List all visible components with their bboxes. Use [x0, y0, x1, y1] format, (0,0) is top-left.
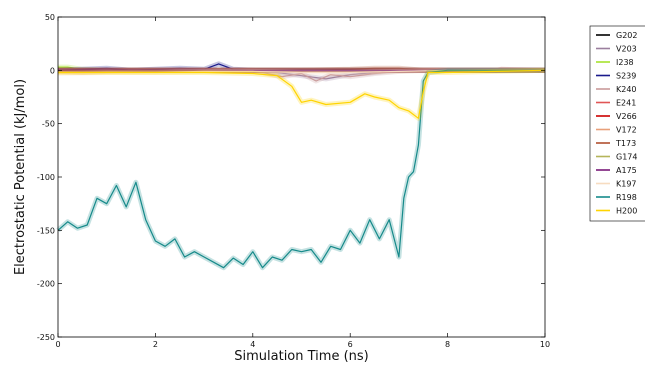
legend-label-e241: E241 [616, 99, 636, 108]
legend-label-v203: V203 [616, 45, 637, 54]
x-tick-label: 4 [250, 340, 255, 349]
x-tick-label: 6 [348, 340, 353, 349]
legend-label-g174: G174 [616, 153, 637, 162]
legend: G202 V203 I238 S239 K240 E241 V266 V172 T173 G174… [589, 25, 645, 222]
legend-label-v172: V172 [616, 126, 637, 135]
ticks-layer: 0 2 4 6 8 10 50 0 -50 -100 -150 -200 -250 [37, 13, 550, 349]
legend-label-v266: V266 [616, 112, 637, 121]
y-tick-label: 50 [45, 13, 55, 22]
legend-label-h200: H200 [616, 207, 637, 216]
legend-label-a175: A175 [616, 166, 637, 175]
legend-label-i238: I238 [616, 58, 634, 67]
y-tick-label: -200 [37, 280, 55, 289]
y-tick-label: -100 [37, 173, 55, 182]
legend-box [589, 25, 645, 222]
y-tick-label: -150 [37, 226, 55, 235]
x-tick-label: 0 [55, 340, 60, 349]
y-tick-label: -250 [37, 333, 55, 342]
y-tick-label: 0 [50, 66, 55, 75]
legend-label-k240: K240 [616, 85, 637, 94]
legend-label-k197: K197 [616, 180, 637, 189]
legend-label-g202: G202 [616, 31, 637, 40]
y-tick-label: -50 [42, 120, 55, 129]
x-tick-label: 2 [153, 340, 158, 349]
y-axis-title: Electrostatic Potential (kJ/mol) [13, 79, 28, 275]
series-line-r198 [57, 69, 545, 269]
plot-frame [57, 16, 546, 338]
x-tick-label: 10 [540, 340, 550, 349]
series-lines-layer [56, 61, 546, 271]
legend-label-t173: T173 [615, 139, 636, 148]
x-tick-label: 8 [445, 340, 450, 349]
legend-label-r198: R198 [616, 193, 637, 202]
legend-label-s239: S239 [616, 72, 636, 81]
x-axis-title: Simulation Time (ns) [234, 349, 368, 364]
series-line-h200 [58, 69, 546, 119]
